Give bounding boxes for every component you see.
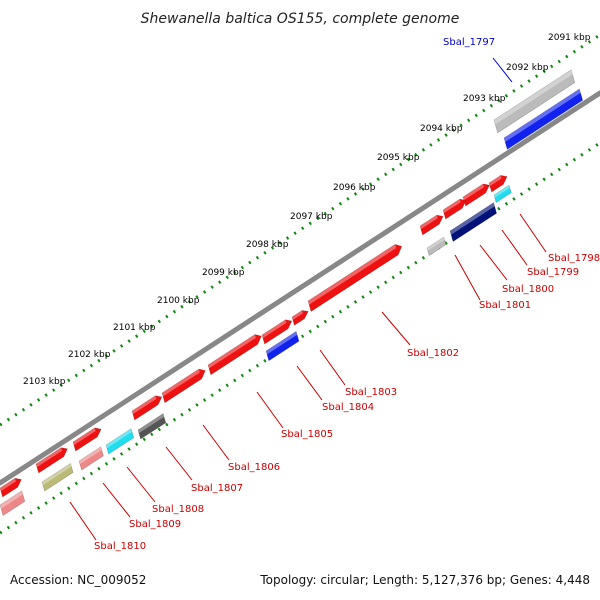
gene-feature[interactable] (131, 395, 163, 421)
gene-label[interactable]: Sbal_1804 (322, 402, 374, 413)
gene-feature[interactable] (493, 184, 512, 204)
gene-feature[interactable] (426, 236, 447, 257)
gene-features (0, 69, 584, 517)
gene-feature[interactable] (35, 447, 68, 474)
genome-summary: Topology: circular; Length: 5,127,376 bp… (260, 573, 590, 587)
gene-leader-line (519, 213, 547, 253)
gene-feature[interactable] (0, 490, 26, 517)
gene-feature[interactable] (291, 310, 309, 326)
gene-leader-line (165, 446, 193, 481)
gene-feature[interactable] (161, 368, 206, 404)
gene-label[interactable]: Sbal_1798 (548, 253, 600, 264)
gene-feature[interactable] (207, 334, 262, 376)
scale-tick-label: 2098 kbp (246, 240, 289, 250)
gene-feature[interactable] (442, 198, 467, 220)
gene-label[interactable]: Sbal_1806 (228, 462, 280, 473)
gene-feature[interactable] (449, 202, 497, 243)
gene-labels: Sbal_1797 Sbal_1798 Sbal_1799 Sbal_1800 Sbal… (69, 37, 600, 552)
gene-leader-line (296, 365, 323, 401)
gene-leader-line (202, 424, 230, 461)
gene-label[interactable]: Sbal_1808 (152, 504, 204, 515)
gene-label[interactable]: Sbal_1802 (407, 348, 459, 359)
gene-label[interactable]: Sbal_1803 (345, 387, 397, 398)
scale-tick-label: 2092 kbp (506, 63, 549, 73)
gene-label[interactable]: Sbal_1800 (502, 284, 554, 295)
gene-label[interactable]: Sbal_1805 (281, 429, 333, 440)
gene-feature[interactable] (72, 427, 102, 452)
inner-track-dots (0, 141, 600, 535)
scale-tick-label: 2093 kbp (463, 94, 506, 104)
gene-label[interactable]: Sbal_1807 (191, 483, 243, 494)
gene-feature[interactable] (0, 477, 22, 498)
gene-feature[interactable] (265, 330, 300, 362)
gene-leader-line (454, 254, 481, 301)
gene-leader-line (319, 349, 346, 386)
gene-leader-line (69, 501, 97, 541)
gene-label[interactable]: Sbal_1799 (527, 267, 579, 278)
scale-tick-label: 2095 kbp (377, 153, 420, 163)
gene-feature[interactable] (419, 214, 444, 236)
scale-tick-label: 2099 kbp (202, 268, 245, 278)
gene-label[interactable]: Sbal_1797 (443, 37, 495, 48)
gene-leader-line (501, 229, 528, 266)
scale-tick-label: 2096 kbp (333, 183, 376, 193)
gene-feature[interactable] (261, 319, 293, 345)
gene-feature[interactable] (105, 428, 135, 455)
gene-feature[interactable] (78, 446, 104, 471)
map-title: Shewanella baltica OS155, complete genom… (141, 11, 460, 27)
gene-feature[interactable] (307, 243, 403, 313)
gene-label[interactable]: Sbal_1801 (479, 300, 531, 311)
gene-feature[interactable] (503, 88, 584, 150)
scale-tick-label: 2097 kbp (290, 212, 333, 222)
scale-tick-label: 2102 kbp (68, 350, 111, 360)
gene-feature[interactable] (137, 413, 167, 440)
gene-leader-line (126, 466, 156, 503)
scale-tick-label: 2091 kbp (548, 33, 591, 43)
gene-feature[interactable] (462, 183, 490, 207)
accession-label: Accession: NC_009052 (10, 573, 147, 587)
scale-tick-label: 2094 kbp (420, 124, 463, 134)
scale-tick-label: 2100 kbp (157, 296, 200, 306)
gene-leader-line (381, 311, 411, 346)
gene-leader-line (256, 391, 284, 429)
scale-tick-label: 2103 kbp (23, 377, 66, 387)
gene-feature[interactable] (493, 69, 576, 134)
gene-leader-line (492, 57, 513, 83)
gene-feature[interactable] (488, 175, 508, 193)
gene-feature[interactable] (41, 462, 74, 492)
outer-track-dots (0, 33, 600, 427)
gene-label[interactable]: Sbal_1810 (94, 541, 146, 552)
scale-tick-label: 2101 kbp (113, 323, 156, 333)
gene-label[interactable]: Sbal_1809 (129, 519, 181, 530)
gene-leader-line (102, 482, 131, 518)
gene-leader-line (479, 244, 508, 281)
genome-backbone (0, 90, 600, 486)
scale-ticks: 2091 kbp 2092 kbp 2093 kbp 2094 kbp 2095 kbp… (23, 33, 591, 387)
